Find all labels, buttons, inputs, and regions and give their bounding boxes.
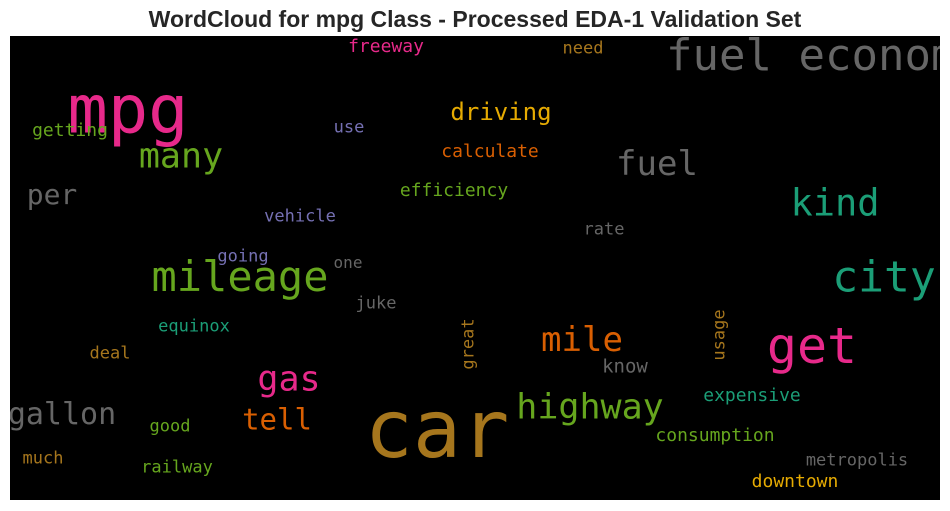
word-cloud-word: need	[562, 38, 604, 59]
word-cloud-word: highway	[516, 387, 664, 428]
word-cloud-word: mpg	[67, 70, 189, 149]
word-cloud-word: consumption	[655, 425, 775, 446]
word-cloud-word: tell	[242, 402, 312, 437]
word-cloud-word: downtown	[751, 471, 839, 492]
word-cloud-word: fuel economy	[666, 36, 940, 81]
word-cloud-word: many	[138, 136, 224, 177]
word-cloud-word: freeway	[348, 36, 424, 57]
word-cloud-word: great	[458, 318, 479, 370]
word-cloud-canvas: car mpg fuel economy get city mileage kind many…	[10, 36, 940, 500]
word-cloud-word: railway	[141, 457, 213, 478]
word-cloud-word: getting	[32, 120, 108, 141]
word-cloud-word: mile	[541, 320, 623, 360]
word-cloud-word: use	[333, 117, 365, 138]
word-cloud-word: one	[333, 253, 363, 272]
chart-title: WordCloud for mpg Class - Processed EDA-…	[148, 6, 802, 32]
word-cloud-word: know	[602, 355, 648, 378]
word-cloud-word: good	[149, 416, 191, 437]
word-cloud-word: per	[26, 178, 78, 211]
word-cloud-word: metropolis	[805, 450, 909, 471]
word-cloud-word: expensive	[703, 385, 801, 406]
word-cloud-word: mileage	[151, 252, 329, 301]
word-cloud-word: usage	[709, 309, 730, 361]
word-cloud-word: deal	[89, 343, 131, 364]
word-cloud-word: rate	[583, 219, 625, 240]
word-cloud-word: kind	[790, 181, 880, 225]
word-cloud-word: equinox	[158, 316, 230, 337]
word-cloud-word: gallon	[10, 397, 117, 432]
word-cloud-word: calculate	[441, 141, 539, 162]
word-cloud-word: city	[832, 252, 936, 303]
word-cloud-word: much	[22, 448, 64, 469]
word-cloud-word: vehicle	[264, 206, 336, 227]
word-cloud-word: going	[217, 246, 269, 267]
word-cloud-word: car	[364, 383, 510, 476]
word-cloud-word: efficiency	[399, 180, 509, 201]
word-cloud-word: get	[766, 317, 858, 375]
word-cloud-word: juke	[355, 293, 397, 314]
word-cloud-word: fuel	[616, 144, 698, 184]
word-cloud-word: gas	[257, 359, 321, 400]
word-cloud-word: driving	[450, 98, 552, 126]
